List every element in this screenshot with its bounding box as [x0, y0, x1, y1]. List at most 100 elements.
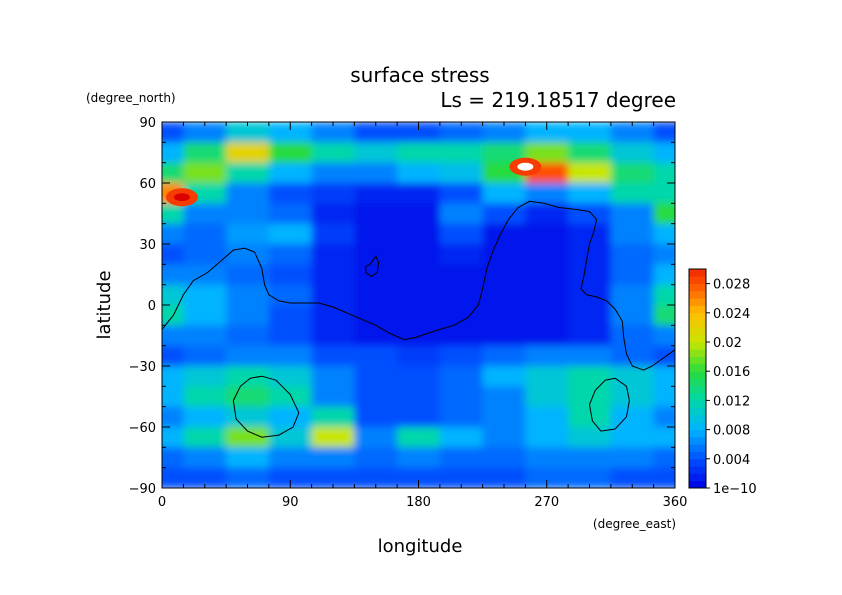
- x-axis-ticks: 0 90 180 270 360: [158, 122, 688, 510]
- heatmap-cell: [354, 223, 398, 245]
- chart-title: surface stress: [350, 63, 489, 87]
- y-units-label: (degree_north): [86, 91, 176, 105]
- heatmap-cell: [397, 325, 441, 347]
- heatmap-cell: [610, 122, 655, 143]
- heatmap-cell: [268, 244, 313, 265]
- colorbar-tick-label: 0.012: [713, 394, 750, 409]
- heatmap-cell: [268, 427, 313, 448]
- heatmap-cell: [482, 305, 526, 326]
- colorbar-band: [689, 269, 706, 277]
- heatmap-cell: [226, 264, 270, 286]
- heatmap-cell: [354, 162, 398, 184]
- heatmap-cell: [162, 223, 184, 245]
- heatmap-cell: [525, 122, 569, 143]
- heatmap-cell: [568, 447, 612, 469]
- heatmap-cell: [354, 203, 398, 225]
- heatmap-cell: [653, 386, 675, 408]
- colorbar-band: [689, 400, 706, 409]
- heatmap-cell: [311, 386, 355, 408]
- heatmap-cell: [482, 366, 526, 387]
- heatmap-cell: [397, 447, 441, 469]
- heatmap-cell: [354, 386, 398, 408]
- heatmap-cell: [439, 467, 484, 488]
- heatmap-cell: [162, 244, 184, 265]
- colorbar-band: [689, 415, 706, 423]
- x-tick-label: 0: [158, 495, 166, 510]
- heatmap-cell: [183, 284, 227, 306]
- colorbar-band: [689, 283, 706, 292]
- heatmap-cell: [610, 427, 655, 448]
- heatmap-cell: [162, 345, 184, 367]
- heatmap-cell: [354, 406, 398, 428]
- heatmap-cell: [162, 122, 184, 143]
- heatmap-cell: [226, 183, 270, 204]
- x-tick-label: 90: [282, 495, 299, 510]
- heatmap-cell: [439, 122, 484, 143]
- colorbar-tick-label: 0.028: [713, 278, 750, 293]
- heatmap-cell: [226, 203, 270, 225]
- y-tick-label: −60: [129, 421, 156, 436]
- heatmap-cell: [610, 203, 655, 225]
- heatmap-cell: [653, 264, 675, 286]
- heatmap-cell: [183, 203, 227, 225]
- heatmap-cell: [610, 244, 655, 265]
- colorbar-band: [689, 473, 706, 482]
- colorbar-band: [689, 480, 706, 489]
- heatmap-cell: [354, 325, 398, 347]
- heatmap-cell: [482, 406, 526, 428]
- heatmap-cell: [311, 264, 355, 286]
- heatmap-cell: [610, 264, 655, 286]
- colorbar-band: [689, 276, 706, 284]
- hot-spot-peak: [517, 162, 534, 171]
- colorbar-band: [689, 349, 706, 357]
- heatmap-cell: [268, 447, 313, 469]
- heatmap-cell: [311, 447, 355, 469]
- heatmap-cell: [397, 467, 441, 488]
- heatmap-cell: [354, 142, 398, 164]
- heatmap-cell: [397, 366, 441, 387]
- heatmap-cell: [311, 183, 355, 204]
- heatmap-cell: [226, 386, 270, 408]
- heatmap-cell: [397, 142, 441, 164]
- heatmap-cell: [568, 203, 612, 225]
- heatmap-cell: [653, 325, 675, 347]
- heatmap-cell: [482, 427, 526, 448]
- heatmap-cell: [482, 467, 526, 488]
- heatmap-cell: [397, 162, 441, 184]
- heatmap-cell: [397, 223, 441, 245]
- heatmap-cell: [311, 345, 355, 367]
- heatmap-cell: [568, 244, 612, 265]
- heatmap-cell: [439, 264, 484, 286]
- heatmap-cell: [162, 386, 184, 408]
- heatmap-cell: [439, 162, 484, 184]
- heatmap-cell: [525, 223, 569, 245]
- heatmap-cell: [610, 406, 655, 428]
- heatmap-cell: [653, 366, 675, 387]
- heatmap-cell: [610, 447, 655, 469]
- heatmap-cell: [226, 345, 270, 367]
- colorbar-frame: [688, 268, 707, 489]
- heatmap-cell: [268, 386, 313, 408]
- heatmap-cell: [439, 244, 484, 265]
- heatmap-cell: [183, 345, 227, 367]
- x-tick-label: 360: [663, 495, 688, 510]
- heatmap-cell: [525, 406, 569, 428]
- heatmap-cell: [268, 183, 313, 204]
- heatmap-cell: [311, 203, 355, 225]
- heatmap-cell: [183, 223, 227, 245]
- heatmap-cell: [653, 244, 675, 265]
- y-tick-label: 90: [139, 116, 156, 131]
- contour-equatorial-boundary: [162, 200, 675, 371]
- heatmap-cell: [183, 122, 227, 143]
- heatmap-cell: [653, 162, 675, 184]
- x-axis-label: longitude: [378, 536, 463, 557]
- heatmap-cell: [610, 183, 655, 204]
- heatmap-cell: [610, 142, 655, 164]
- heatmap-cell: [226, 162, 270, 184]
- heatmap-cell: [311, 406, 355, 428]
- heatmap-cell: [439, 183, 484, 204]
- colorbar-tick-label: 0.016: [713, 365, 750, 380]
- heatmap-cell: [653, 284, 675, 306]
- heatmap-cell: [226, 427, 270, 448]
